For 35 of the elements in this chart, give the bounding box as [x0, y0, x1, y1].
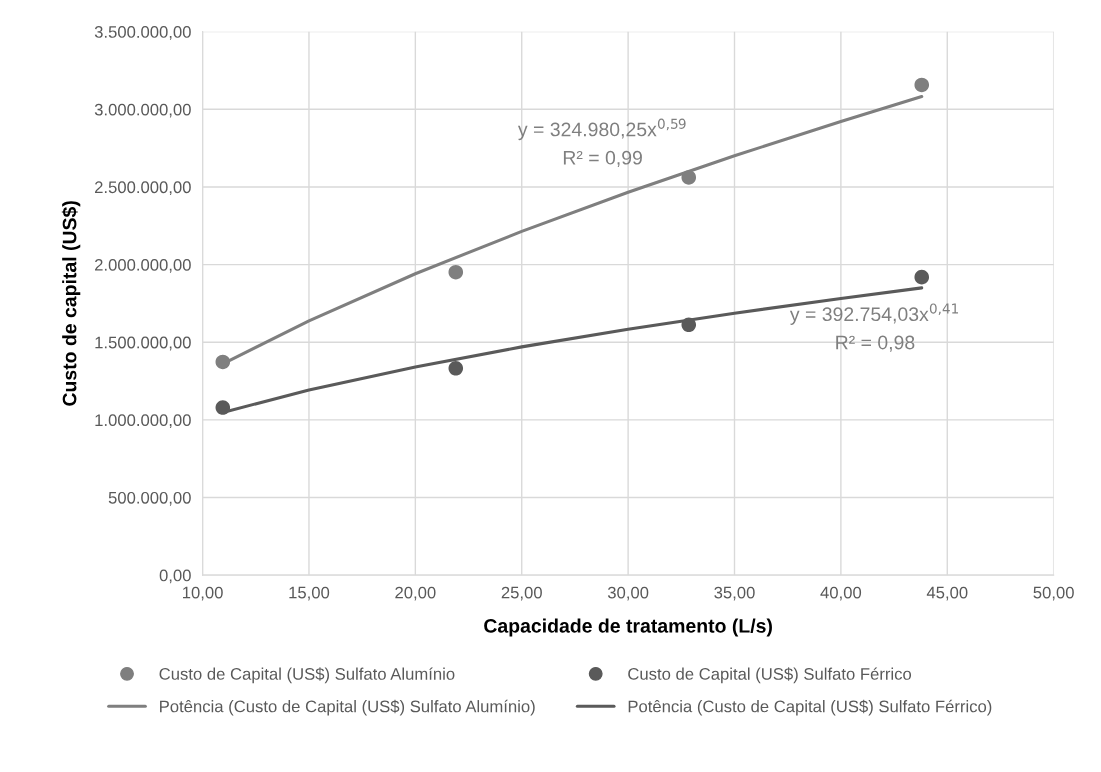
y-tick-label: 0,00	[159, 569, 191, 584]
x-tick-label: 20,00	[395, 586, 436, 601]
x-tick-label: 15,00	[289, 586, 330, 601]
legend-label: Potência (Custo de Capital (US$) Sulfato Alumínio)	[160, 699, 535, 716]
x-tick-label: 25,00	[501, 586, 542, 601]
legend-label: Custo de Capital (US$) Sulfato Férrico	[628, 667, 912, 684]
x-tick-label: 35,00	[714, 586, 755, 601]
x-tick-label: 40,00	[820, 586, 862, 601]
point	[448, 264, 464, 280]
x-tick-label: 10,00	[183, 586, 223, 601]
y-axis-title: Custo de capital (US$)	[61, 201, 81, 406]
point	[914, 269, 930, 285]
y-tick-label: 500.000,00	[108, 491, 191, 506]
annotation: y = 392.754,03x$^{0,41}$	[789, 303, 959, 325]
annotation: R² = 0,99	[563, 150, 642, 167]
point	[215, 354, 231, 370]
x-tick-label: 50,00	[1033, 586, 1074, 601]
y-tick-label: 1.000.000,00	[95, 414, 191, 429]
legend-label: Potência (Custo de Capital (US$) Sulfato Férrico)	[628, 699, 992, 716]
y-tick-label: 2.500.000,00	[95, 181, 191, 196]
y-tick-label: 3.500.000,00	[94, 26, 191, 40]
point	[681, 317, 697, 333]
point	[914, 77, 930, 93]
point	[681, 170, 697, 185]
annotation: y = 324.980,25x$^{0,59}$	[517, 118, 686, 141]
legend-label: Custo de Capital (US$) Sulfato Alumínio	[159, 667, 455, 684]
x-tick-label: 45,00	[926, 586, 968, 601]
y-tick-label: 1.500.000,00	[95, 336, 191, 351]
y-tick-label: 3.000.000,00	[94, 103, 191, 118]
annotation: R² = 0,98	[836, 335, 915, 352]
point	[448, 361, 464, 376]
y-tick-label: 2.000.000,00	[95, 258, 191, 273]
x-axis-title: Capacidade de tratamento (L/s)	[484, 618, 772, 637]
x-tick-label: 30,00	[607, 586, 649, 601]
point	[215, 400, 231, 415]
